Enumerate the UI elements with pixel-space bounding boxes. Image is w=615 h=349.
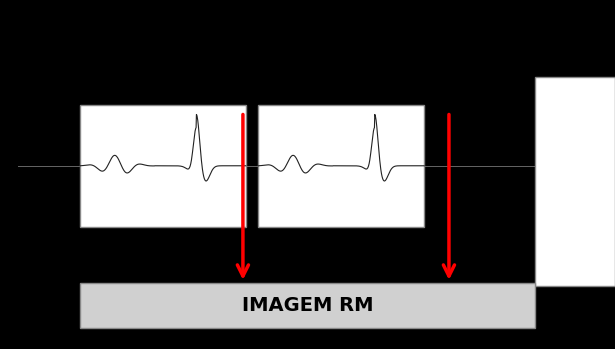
Bar xyxy=(80,105,246,227)
Bar xyxy=(80,283,535,328)
Bar xyxy=(535,77,615,286)
Bar xyxy=(258,105,424,227)
Text: IMAGEM RM: IMAGEM RM xyxy=(242,296,373,315)
